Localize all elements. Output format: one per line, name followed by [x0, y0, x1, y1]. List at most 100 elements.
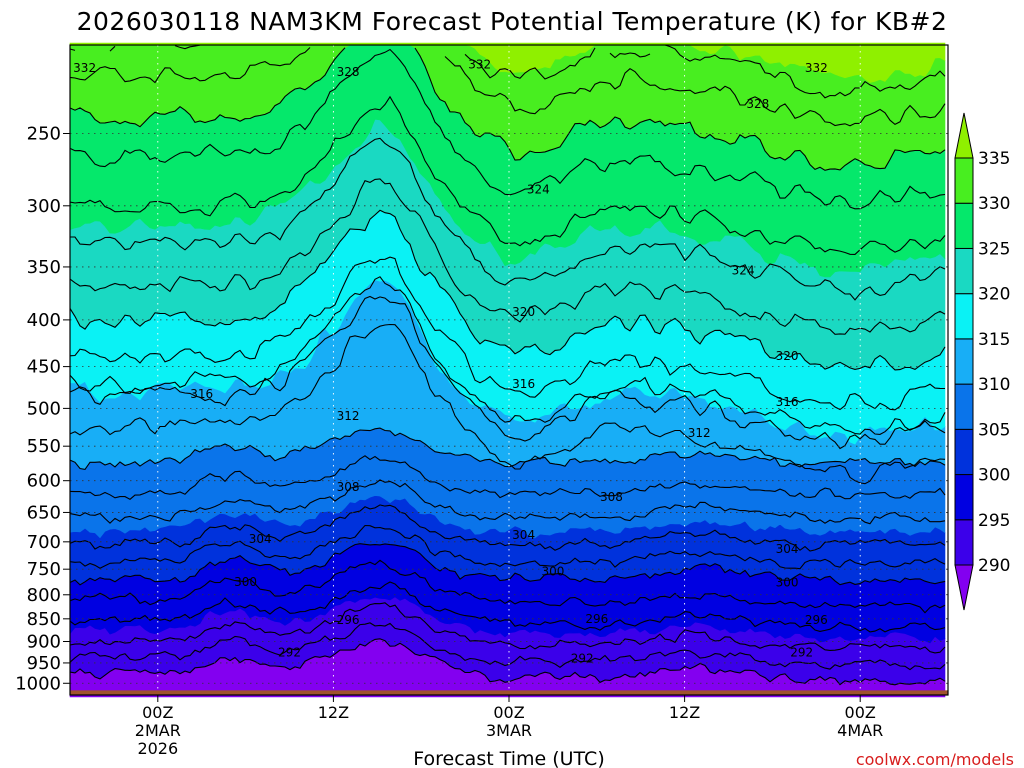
- y-tick-label-750: 750: [27, 559, 61, 580]
- contour-label-text: 316: [512, 377, 535, 391]
- contour-302: [69, 524, 946, 570]
- contour-330: [69, 47, 946, 171]
- colorbar-label-310: 310: [978, 375, 1010, 395]
- colorbar-box-295: [954, 474, 974, 521]
- contour-label-text: 328: [746, 97, 769, 111]
- contour-label-text: 296: [337, 613, 360, 627]
- contour-306: [69, 479, 946, 525]
- contour-label-text: 320: [512, 305, 535, 319]
- contour-label-text: 296: [585, 612, 608, 626]
- contour-label-15: 308: [600, 490, 623, 504]
- contour-label-text: 304: [249, 532, 272, 546]
- contour-300: [69, 543, 946, 586]
- contour-290: [69, 638, 946, 686]
- grid-lines: [70, 45, 948, 695]
- contour-324: [70, 137, 946, 301]
- colorbar-label-320: 320: [978, 285, 1010, 305]
- y-tick-label-650: 650: [27, 502, 61, 523]
- colorbar-label-325: 325: [978, 239, 1010, 259]
- contour-label-11: 316: [776, 395, 799, 409]
- x-tick-label-42-0: 12Z: [669, 703, 700, 722]
- contour-label-text: 292: [278, 645, 301, 659]
- colorbar-box-305: [954, 383, 974, 430]
- colorbar-label-335: 335: [978, 149, 1010, 169]
- y-tick-label-900: 900: [27, 631, 61, 652]
- y-tick-label-700: 700: [27, 532, 61, 553]
- contour-294: [69, 602, 946, 654]
- contour-label-25: 292: [278, 645, 301, 659]
- y-tick-label-300: 300: [27, 196, 61, 217]
- y-tick-label-250: 250: [27, 123, 61, 144]
- contour-label-text: 312: [688, 426, 711, 440]
- colorbar-box-315: [954, 293, 974, 340]
- contour-label-4: 328: [746, 97, 769, 111]
- contour-label-5: 324: [527, 183, 550, 197]
- contour-316: [69, 276, 946, 435]
- contour-318: [69, 256, 946, 411]
- contour-label-text: 308: [600, 490, 623, 504]
- x-tick-label-6-1: 2MAR: [135, 721, 181, 740]
- contour-label-7: 320: [512, 305, 535, 319]
- credit-label: coolwx.com/models: [856, 750, 1014, 768]
- ground-strip: [70, 690, 948, 695]
- colorbar-box-330: [954, 157, 974, 204]
- contour-332: [69, 47, 946, 127]
- contour-label-12: 312: [337, 409, 360, 423]
- y-tick-label-500: 500: [27, 398, 61, 419]
- contour-label-text: 320: [776, 349, 799, 363]
- y-tick-label-350: 350: [27, 257, 61, 278]
- contour-label-2: 332: [468, 57, 491, 71]
- contour-label-10: 316: [512, 377, 535, 391]
- y-tick-label-950: 950: [27, 653, 61, 674]
- colorbar-label-330: 330: [978, 194, 1010, 214]
- colorbar-box-300: [954, 428, 974, 476]
- contour-label-26: 292: [571, 652, 594, 666]
- contour-label-text: 312: [337, 409, 360, 423]
- contour-label-text: 304: [776, 542, 799, 556]
- contour-label-text: 292: [571, 652, 594, 666]
- contour-label-text: 332: [468, 57, 491, 71]
- colorbar: 290 295 300 305 310 315 320 325 330 335: [954, 112, 1010, 611]
- contour-label-text: 308: [337, 480, 360, 494]
- colorbar-box-310: [954, 338, 974, 385]
- contour-label-text: 332: [73, 61, 96, 75]
- contour-label-13: 312: [688, 426, 711, 440]
- contour-label-6: 324: [732, 263, 755, 277]
- contour-label-text: 324: [732, 263, 755, 277]
- contour-label-17: 304: [512, 528, 535, 542]
- colorbar-label-290: 290: [978, 556, 1010, 576]
- contour-label-9: 316: [190, 387, 213, 401]
- contour-label-text: 324: [527, 183, 550, 197]
- y-tick-label-1000: 1000: [15, 673, 61, 694]
- contour-label-16: 304: [249, 532, 272, 546]
- contour-label-22: 296: [337, 613, 360, 627]
- x-tick-label-6-2: 2026: [137, 739, 178, 758]
- x-tick-label-30-1: 3MAR: [486, 721, 532, 740]
- contour-lines: [69, 44, 946, 686]
- y-tick-label-600: 600: [27, 471, 61, 492]
- contour-label-text: 328: [337, 65, 360, 79]
- x-tick-label-18-0: 12Z: [318, 703, 349, 722]
- x-axis-label: Forecast Time (UTC): [413, 748, 604, 768]
- colorbar-label-295: 295: [978, 511, 1010, 531]
- contour-312: [69, 323, 946, 485]
- x-tick-label-30-0: 00Z: [493, 703, 524, 722]
- contour-label-19: 300: [234, 575, 257, 589]
- contour-292: [69, 622, 946, 671]
- contour-326: [69, 95, 946, 255]
- x-tick-label-6-0: 00Z: [142, 703, 173, 722]
- colorbar-label-305: 305: [978, 420, 1010, 440]
- contour-label-21: 300: [776, 576, 799, 590]
- colorbar-label-300: 300: [978, 466, 1010, 486]
- contour-label-3: 332: [805, 61, 828, 75]
- contour-label-text: 332: [805, 61, 828, 75]
- colorbar-box-325: [954, 202, 974, 249]
- contour-label-14: 308: [337, 480, 360, 494]
- contour-label-20: 300: [541, 564, 564, 578]
- y-axis: 2503003504004505005506006507007508008509…: [15, 123, 70, 694]
- y-tick-label-800: 800: [27, 585, 61, 606]
- contour-320: [69, 209, 946, 371]
- contour-label-text: 300: [234, 575, 257, 589]
- contour-label-text: 292: [790, 645, 813, 659]
